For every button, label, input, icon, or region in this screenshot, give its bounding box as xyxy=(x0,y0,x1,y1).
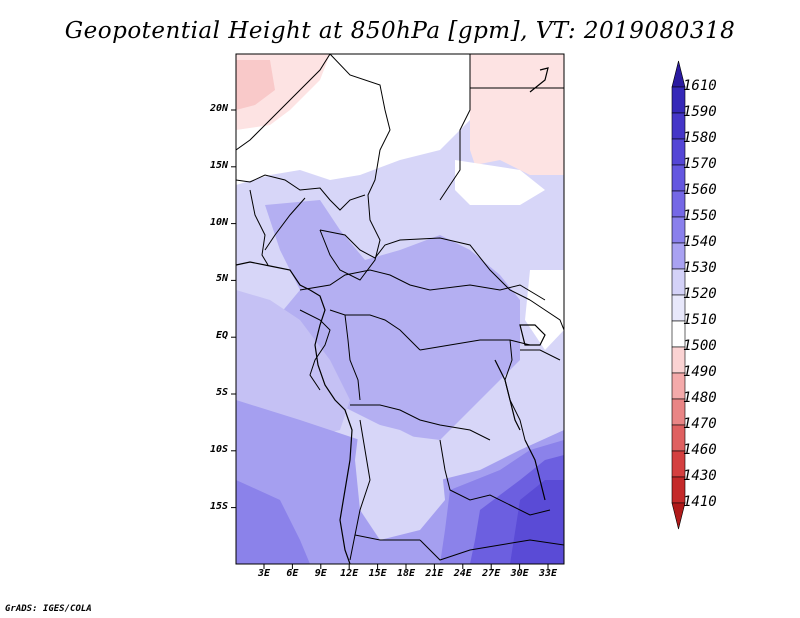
colorbar-label: 1610 xyxy=(683,78,717,94)
lat-label: 5N xyxy=(215,273,228,285)
lon-label: 12E xyxy=(340,568,359,579)
field-1520-angola xyxy=(355,420,445,540)
lon-label: 6E xyxy=(286,568,299,579)
lat-label: 15N xyxy=(209,159,228,171)
colorbar-label: 1540 xyxy=(683,234,717,250)
border-car-north xyxy=(319,229,531,301)
colorbar-label: 1570 xyxy=(683,156,717,172)
lat-ticks xyxy=(231,109,236,509)
border-kenya xyxy=(529,299,564,331)
country-borders xyxy=(236,54,564,561)
colorbar-label: 1510 xyxy=(683,312,717,328)
lon-label: 27E xyxy=(482,568,501,579)
lon-label: 24E xyxy=(453,568,472,579)
colorbar-label: 1590 xyxy=(683,104,717,120)
field-1500-ne xyxy=(470,54,564,175)
lon-label: 3E xyxy=(257,568,271,579)
lake-victoria xyxy=(519,324,546,346)
grads-credit: GrADS: IGES/COLA xyxy=(5,604,92,614)
colorbar-label: 1470 xyxy=(683,416,717,432)
border-algeria-niger xyxy=(236,54,331,151)
colorbar-label: 1530 xyxy=(683,260,717,276)
coastlines xyxy=(236,67,549,564)
colorbar-label: 1490 xyxy=(683,364,717,380)
border-car-south xyxy=(299,269,546,301)
field-1525-west xyxy=(236,290,350,440)
lat-label: 5S xyxy=(215,387,228,398)
lon-label: 15E xyxy=(368,568,387,579)
colorbar-label: 1580 xyxy=(683,130,717,146)
lon-ticks xyxy=(263,564,549,569)
lat-label: 20N xyxy=(209,103,228,114)
border-angola-namibia xyxy=(354,419,420,541)
border-angola-drc xyxy=(350,404,491,441)
colorbar-label: 1520 xyxy=(683,286,717,302)
colorbar-label: 1480 xyxy=(683,390,717,406)
border-benin-nigeria xyxy=(249,189,269,266)
colorbar-label: 1410 xyxy=(683,494,717,510)
coast-west xyxy=(236,261,353,564)
lon-label: 18E xyxy=(396,568,416,579)
border-nigeria-north xyxy=(236,174,366,211)
lon-label: 21E xyxy=(425,568,444,579)
border-gabon-coast xyxy=(299,309,331,391)
lat-label: 10N xyxy=(209,216,228,228)
lake-malawi xyxy=(524,439,546,501)
shaded-field xyxy=(236,54,564,564)
border-libya-sudan xyxy=(439,54,471,201)
lat-label: 10S xyxy=(209,443,228,455)
colorbar-label: 1560 xyxy=(683,182,717,198)
lake-tanganyika xyxy=(494,359,521,431)
colorbar-segment xyxy=(671,502,686,530)
border-zambia xyxy=(439,439,551,516)
lon-label: 33E xyxy=(538,568,558,579)
chart-title: Geopotential Height at 850hPa [gpm], VT:… xyxy=(64,18,736,44)
field-1550-sw xyxy=(236,480,310,564)
lon-label: 30E xyxy=(510,568,529,579)
lat-label: EQ xyxy=(215,330,228,342)
colorbar xyxy=(671,60,686,530)
border-southern xyxy=(349,534,564,561)
border-drc-uganda xyxy=(419,339,531,351)
border-kenya-tanzania xyxy=(520,349,561,361)
border-congo-drc xyxy=(344,314,361,401)
red-sea-coast xyxy=(529,67,549,93)
lon-label: 9E xyxy=(314,568,327,579)
colorbar-label: 1430 xyxy=(683,468,717,484)
lat-label: 15S xyxy=(209,500,228,512)
colorbar-label: 1550 xyxy=(683,208,717,224)
border-nigeria-east xyxy=(264,197,306,251)
colorbar-label: 1500 xyxy=(683,338,717,354)
colorbar-label: 1460 xyxy=(683,442,717,458)
map-frame xyxy=(235,53,565,565)
border-chad-niger xyxy=(319,54,391,281)
field-1490-nw xyxy=(236,60,275,110)
field-1510-east xyxy=(455,160,545,205)
